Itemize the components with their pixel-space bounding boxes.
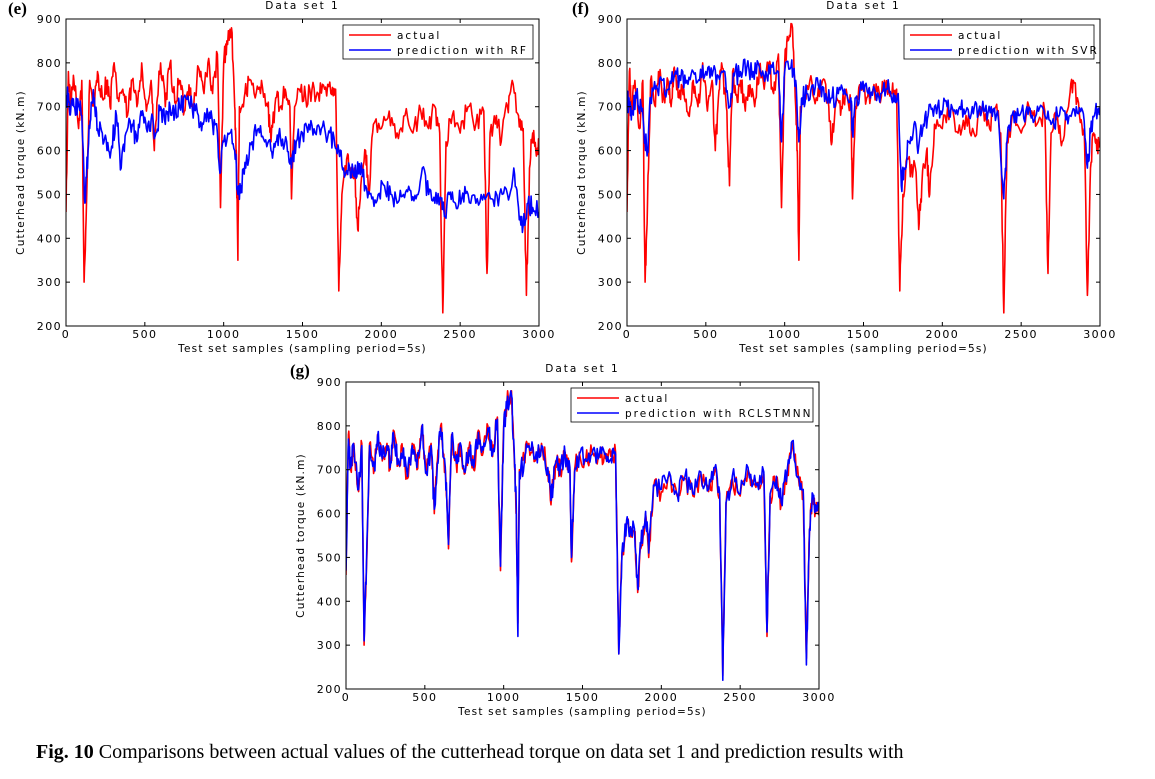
chart-panel-f: 0 500 1000 1500 2000 2500 3000 200 300 400 500 600 7… bbox=[572, 0, 1117, 355]
x-tick-label: 0 bbox=[62, 328, 70, 341]
y-tick-label: 200 bbox=[317, 683, 342, 696]
x-tick-label: 1500 bbox=[566, 691, 600, 704]
y-tick-label: 800 bbox=[37, 57, 62, 70]
y-tick-label: 400 bbox=[317, 595, 342, 608]
chart-title: Data set 1 bbox=[826, 0, 900, 12]
legend-label-prediction: prediction with RF bbox=[397, 45, 528, 57]
y-tick-label: 700 bbox=[317, 464, 342, 477]
plot-frame bbox=[345, 381, 820, 690]
y-axis-label: Cutterhead torque (kN.m) bbox=[15, 90, 27, 255]
x-tick-label: 3000 bbox=[802, 691, 836, 704]
y-tick-label: 500 bbox=[598, 188, 623, 201]
panel-letter: (f) bbox=[572, 0, 589, 18]
y-tick-label: 400 bbox=[37, 232, 62, 245]
series-line-prediction bbox=[66, 86, 539, 234]
y-axis-label: Cutterhead torque (kN.m) bbox=[576, 90, 588, 255]
legend-label-actual: actual bbox=[958, 30, 1002, 42]
x-tick-label: 3000 bbox=[1083, 328, 1117, 341]
y-tick-label: 600 bbox=[37, 145, 62, 158]
plot-frame bbox=[65, 18, 540, 327]
legend-label-actual: actual bbox=[625, 393, 669, 405]
y-tick-label: 800 bbox=[317, 420, 342, 433]
x-tick-label: 500 bbox=[693, 328, 718, 341]
x-tick-label: 2500 bbox=[1004, 328, 1038, 341]
x-tick-label: 2000 bbox=[926, 328, 960, 341]
series-line-prediction bbox=[346, 390, 819, 682]
x-tick-label: 500 bbox=[132, 328, 157, 341]
legend-box bbox=[342, 24, 534, 60]
x-tick-label: 2000 bbox=[645, 691, 679, 704]
chart-title: Data set 1 bbox=[545, 363, 619, 375]
y-tick-label: 700 bbox=[37, 101, 62, 114]
series-line-actual bbox=[66, 26, 539, 314]
series-line-actual bbox=[346, 389, 819, 677]
legend-box bbox=[570, 387, 814, 423]
y-tick-label: 900 bbox=[598, 13, 623, 26]
figure-canvas: 0 500 1000 1500 2000 2500 30002003004005006007… bbox=[8, 0, 1117, 718]
y-tick-label: 300 bbox=[37, 276, 62, 289]
x-tick-label: 1500 bbox=[847, 328, 881, 341]
y-tick-label: 900 bbox=[37, 13, 62, 26]
x-tick-label: 0 bbox=[342, 691, 350, 704]
y-tick-label: 600 bbox=[598, 145, 623, 158]
y-tick-label: 300 bbox=[317, 639, 342, 652]
chart-title: Data set 1 bbox=[265, 0, 339, 12]
x-axis-label: Test set samples (sampling period=5s) bbox=[177, 343, 427, 355]
y-tick-label: 500 bbox=[37, 188, 62, 201]
y-axis-label: Cutterhead torque (kN.m) bbox=[295, 453, 307, 618]
series-line-prediction bbox=[627, 58, 1100, 200]
chart-panel-e: 0 500 1000 1500 2000 2500 3000 200 300 400 500 600 7… bbox=[8, 0, 556, 355]
y-tick-label: 400 bbox=[598, 232, 623, 245]
x-axis-label: Test set samples (sampling period=5s) bbox=[738, 343, 988, 355]
legend-label-prediction: prediction with RCLSTMNN bbox=[625, 408, 812, 420]
x-tick-label: 1000 bbox=[487, 691, 521, 704]
y-tick-label: 900 bbox=[317, 376, 342, 389]
x-axis-label: Test set samples (sampling period=5s) bbox=[457, 706, 707, 718]
x-tick-label: 2000 bbox=[365, 328, 399, 341]
y-tick-label: 200 bbox=[598, 320, 623, 333]
legend-box bbox=[903, 24, 1095, 60]
y-tick-label: 700 bbox=[598, 101, 623, 114]
y-tick-label: 200 bbox=[37, 320, 62, 333]
panel-letter: (e) bbox=[8, 0, 27, 18]
x-tick-label: 2500 bbox=[443, 328, 477, 341]
y-tick-label: 500 bbox=[317, 551, 342, 564]
panel-letter: (g) bbox=[290, 361, 310, 380]
figure-caption-text: Comparisons between actual values of the… bbox=[98, 741, 904, 763]
x-tick-label: 1000 bbox=[768, 328, 802, 341]
chart-panel-g: 0 500 1000 1500 2000 2500 3000 200 300 400 500 600 7… bbox=[290, 361, 836, 718]
y-tick-label: 800 bbox=[598, 57, 623, 70]
series-line-actual bbox=[627, 22, 1100, 314]
x-tick-label: 500 bbox=[412, 691, 437, 704]
x-tick-label: 0 bbox=[623, 328, 631, 341]
plot-frame bbox=[626, 18, 1101, 327]
x-tick-label: 3000 bbox=[522, 328, 556, 341]
figure-caption: Fig. 10 Comparisons between actual value… bbox=[36, 741, 904, 764]
y-tick-label: 300 bbox=[598, 276, 623, 289]
y-tick-label: 600 bbox=[317, 508, 342, 521]
figure-caption-label: Fig. 10 bbox=[36, 741, 94, 763]
legend-label-actual: actual bbox=[397, 30, 441, 42]
x-tick-label: 1500 bbox=[286, 328, 320, 341]
legend-label-prediction: prediction with SVR bbox=[958, 45, 1099, 57]
x-tick-label: 1000 bbox=[207, 328, 241, 341]
x-tick-label: 2500 bbox=[723, 691, 757, 704]
